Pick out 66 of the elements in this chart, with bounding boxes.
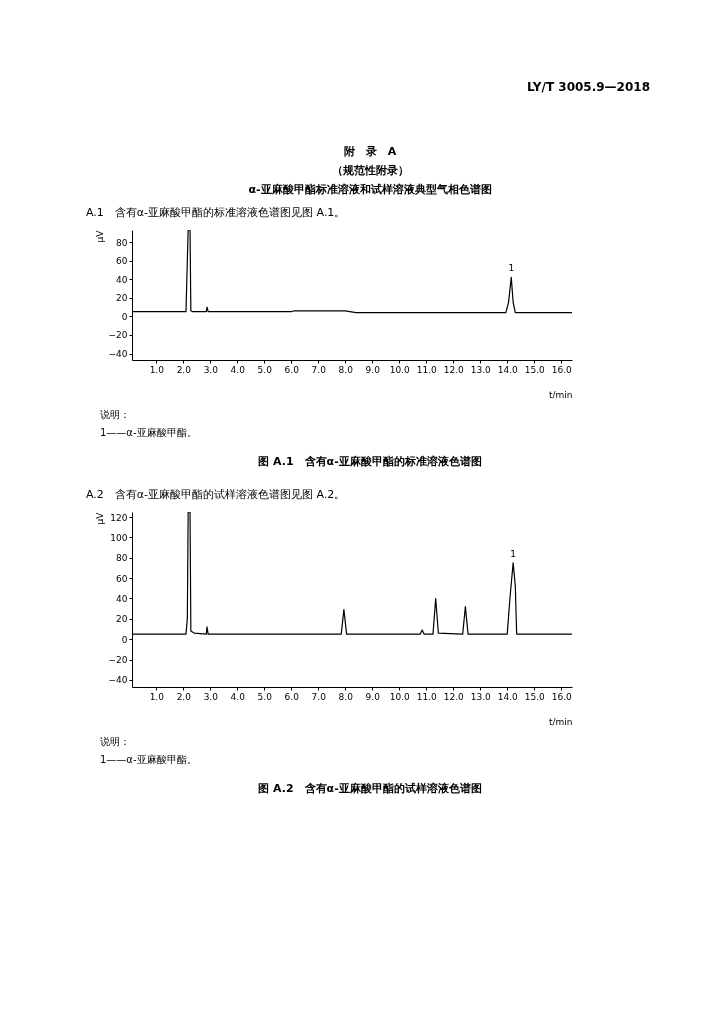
x-tick-label: 4.0 <box>230 691 246 702</box>
x-tick-label: 3.0 <box>203 691 219 702</box>
x-tick-label: 15.0 <box>524 364 545 375</box>
y-tick-label: 40 <box>116 593 128 604</box>
x-tick-label: 13.0 <box>470 691 492 702</box>
x-tick-label: 3.0 <box>203 364 219 375</box>
x-tick-label: 6.0 <box>284 364 300 375</box>
x-tick-label: 7.0 <box>311 364 327 375</box>
y-tick-label: 80 <box>116 237 128 248</box>
y-tick-label: 60 <box>116 573 128 584</box>
x-tick-label: 9.0 <box>365 364 381 375</box>
x-tick-label: 5.0 <box>257 691 273 702</box>
x-tick-label: 12.0 <box>443 364 465 375</box>
y-axis-title: μV <box>94 511 105 525</box>
x-tick-label: 2.0 <box>176 364 192 375</box>
text: LY/T 3005.9—2018 <box>526 80 650 94</box>
text: α-亚麻酸甲酯标准溶液和试样溶液典型气相色谱图 <box>247 182 493 197</box>
y-tick-label: 20 <box>116 614 128 625</box>
x-tick-label: 10.0 <box>389 691 411 702</box>
text: A.2 含有α-亚麻酸甲酯的试样溶液色谱图见图 A.2。 <box>86 487 347 502</box>
text: 说明： <box>100 408 131 422</box>
x-tick-label: 11.0 <box>416 364 438 375</box>
x-tick-label: 15.0 <box>524 691 545 702</box>
y-tick-label: 0 <box>121 311 128 322</box>
text: A.1 含有α-亚麻酸甲酯的标准溶液色谱图见图 A.1。 <box>86 205 347 220</box>
text: 图 A.2 含有α-亚麻酸甲酯的试样溶液色谱图 <box>257 781 483 796</box>
x-tick-label: 2.0 <box>176 691 192 702</box>
x-tick-label: 14.0 <box>497 691 518 702</box>
x-tick-label: 16.0 <box>551 691 572 702</box>
x-tick-label: 4.0 <box>230 364 246 375</box>
x-tick-label: 14.0 <box>497 364 518 375</box>
x-tick-label: 12.0 <box>443 691 465 702</box>
x-tick-label: 16.0 <box>551 364 572 375</box>
annotation: 1 <box>508 263 515 274</box>
x-tick-label: 8.0 <box>338 691 354 702</box>
text: （规范性附录） <box>330 163 410 178</box>
y-tick-label: 20 <box>116 293 128 304</box>
y-tick-label: 120 <box>110 512 128 523</box>
x-tick-label: 11.0 <box>416 691 438 702</box>
text: 图 A.1 含有α-亚麻酸甲酯的标准溶液色谱图 <box>257 454 483 469</box>
x-tick-label: 1.0 <box>149 364 165 375</box>
annotation: 1 <box>510 548 517 559</box>
y-tick-label: −40 <box>108 349 128 359</box>
y-tick-label: 0 <box>121 634 128 645</box>
x-tick-label: 13.0 <box>470 364 492 375</box>
x-tick-label: 5.0 <box>257 364 273 375</box>
text: 1——α-亚麻酸甲酯。 <box>100 753 198 767</box>
x-tick-label: 8.0 <box>338 364 354 375</box>
y-tick-label: 80 <box>116 553 128 564</box>
y-tick-label: −20 <box>108 655 128 666</box>
x-tick-label: 1.0 <box>149 691 165 702</box>
x-axis-title: t/min <box>548 389 573 400</box>
x-axis-title: t/min <box>548 716 573 727</box>
y-axis-title: μV <box>94 229 105 243</box>
y-tick-label: −20 <box>108 330 128 341</box>
text: 1——α-亚麻酸甲酯。 <box>100 426 198 440</box>
x-tick-label: 9.0 <box>365 691 381 702</box>
y-tick-label: 40 <box>116 274 128 285</box>
x-tick-label: 7.0 <box>311 691 327 702</box>
x-tick-label: 6.0 <box>284 691 300 702</box>
y-tick-label: 100 <box>110 532 128 543</box>
text: 说明： <box>100 735 131 749</box>
y-tick-label: 60 <box>116 256 128 267</box>
x-tick-label: 10.0 <box>389 364 411 375</box>
y-tick-label: −40 <box>108 675 128 686</box>
text: 附 录 A <box>342 144 398 159</box>
